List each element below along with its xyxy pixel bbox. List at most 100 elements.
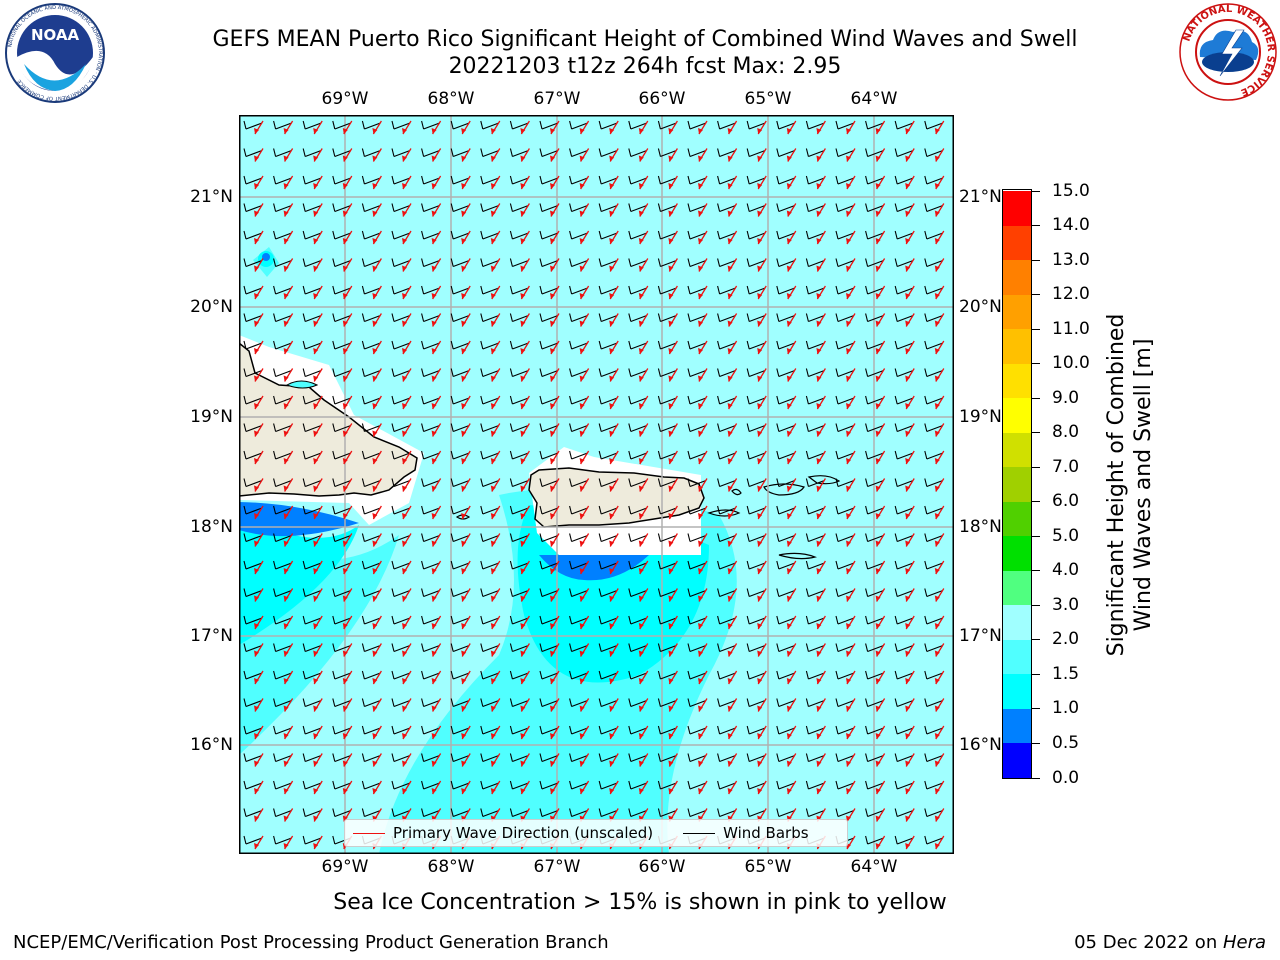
- wind-barb: [867, 782, 884, 790]
- wind-barb-flag: [391, 643, 395, 652]
- wave-arrow-head: [313, 155, 319, 162]
- wave-arrow-head: [698, 568, 703, 574]
- wave-arrow-head: [668, 128, 674, 134]
- wind-barb: [867, 507, 884, 515]
- wind-barb-flag: [746, 560, 750, 570]
- wave-arrow-head: [905, 430, 911, 437]
- wave-arrow-head: [579, 128, 585, 134]
- wave-arrow-head: [431, 485, 437, 492]
- colorbar-tick-label: 0.5: [1052, 732, 1080, 753]
- wind-barb-flag: [273, 560, 277, 570]
- footer-host: Hera: [1222, 932, 1266, 953]
- wind-barb-flag: [746, 615, 750, 625]
- wind-barb-flag: [480, 203, 484, 212]
- wave-arrow-head: [313, 403, 319, 409]
- wave-arrow-head: [905, 485, 911, 492]
- legend-wave-direction: Primary Wave Direction (unscaled): [353, 824, 653, 842]
- wind-barb: [689, 342, 707, 350]
- wave-arrow-head: [727, 540, 733, 547]
- wind-barb: [423, 177, 440, 185]
- wind-barb-flag: [598, 588, 602, 597]
- wind-barb-flag: [569, 670, 573, 680]
- wind-barb: [719, 507, 736, 515]
- wave-arrow-head: [283, 513, 289, 519]
- wind-barb: [393, 122, 411, 130]
- wave-arrow-head: [757, 705, 763, 712]
- colorbar-tick: [1032, 190, 1040, 192]
- wind-barb-flag: [598, 450, 602, 460]
- wind-barb: [601, 562, 618, 570]
- wave-arrow-head: [638, 540, 644, 547]
- wind-barb-flag: [657, 478, 661, 487]
- wind-barb: [630, 314, 647, 323]
- wave-arrow-head: [431, 375, 437, 382]
- wave-arrow-head: [402, 595, 407, 602]
- wave-arrow-head: [579, 348, 585, 354]
- wind-barb-flag: [894, 368, 898, 377]
- wave-arrow-head: [934, 568, 940, 574]
- wind-barb: [601, 204, 618, 213]
- wind-barb: [305, 782, 322, 790]
- wind-barb: [245, 534, 263, 543]
- wind-barb-flag: [539, 753, 543, 762]
- colorbar-tick-label: 11.0: [1052, 318, 1090, 339]
- wind-barb-flag: [391, 368, 395, 377]
- wave-arrow-head: [698, 540, 703, 547]
- wind-barb-flag: [332, 698, 336, 707]
- wave-arrow-head: [342, 430, 348, 437]
- wind-barb: [867, 314, 884, 323]
- wind-barb: [334, 617, 351, 625]
- wind-barb-flag: [657, 368, 661, 377]
- wind-barb: [275, 424, 292, 433]
- wind-barb-flag: [805, 505, 809, 515]
- wind-barb-flag: [243, 725, 247, 735]
- wave-arrow-head: [668, 403, 674, 409]
- wave-arrow-head: [431, 760, 437, 767]
- wind-barb: [512, 507, 529, 515]
- wind-barb-flag: [687, 148, 691, 157]
- wind-barb-flag: [332, 505, 336, 515]
- wave-arrow-head: [698, 733, 703, 739]
- wind-barb-flag: [717, 450, 721, 460]
- wind-barb: [512, 232, 529, 240]
- wind-barb: [897, 699, 914, 708]
- wind-barb-flag: [569, 753, 573, 762]
- wave-arrow-head: [579, 540, 585, 547]
- wind-barb-flag: [628, 368, 632, 377]
- wave-arrow-head: [579, 760, 585, 767]
- wind-barb: [926, 204, 943, 213]
- wind-barb: [305, 672, 322, 680]
- wind-barb: [601, 672, 618, 680]
- wave-arrow-head: [638, 265, 644, 272]
- wind-barb-flag: [480, 588, 484, 597]
- wind-barb: [778, 424, 795, 433]
- wind-barb-flag: [302, 835, 306, 845]
- wave-arrow-head: [550, 760, 555, 767]
- wind-barb-flag: [450, 725, 454, 735]
- wind-barb: [926, 314, 943, 323]
- wind-barb-flag: [687, 670, 691, 680]
- wind-barb-flag: [243, 368, 247, 377]
- wave-arrow-head: [846, 458, 851, 464]
- wind-barb: [245, 314, 263, 323]
- wind-barb-flag: [509, 643, 513, 652]
- wind-barb-flag: [835, 478, 839, 487]
- wind-barb: [541, 122, 559, 130]
- wind-barb: [512, 782, 529, 790]
- wave-arrow-head: [875, 623, 881, 629]
- wind-barb: [719, 727, 736, 735]
- wind-barb-flag: [924, 258, 928, 267]
- wind-barb: [245, 699, 263, 708]
- wind-barb-flag: [746, 808, 750, 817]
- wind-barb: [393, 342, 411, 350]
- wind-barb-flag: [391, 148, 395, 157]
- wind-barb: [660, 452, 677, 460]
- wave-arrow-head: [372, 430, 378, 437]
- wind-barb-flag: [539, 588, 543, 597]
- wind-barb: [601, 122, 618, 130]
- wave-arrow-head: [786, 568, 792, 574]
- wave-arrow-head: [313, 458, 319, 464]
- wave-arrow-head: [313, 843, 319, 849]
- colorbar-segment: [1003, 294, 1031, 330]
- wind-barb-flag: [450, 450, 454, 460]
